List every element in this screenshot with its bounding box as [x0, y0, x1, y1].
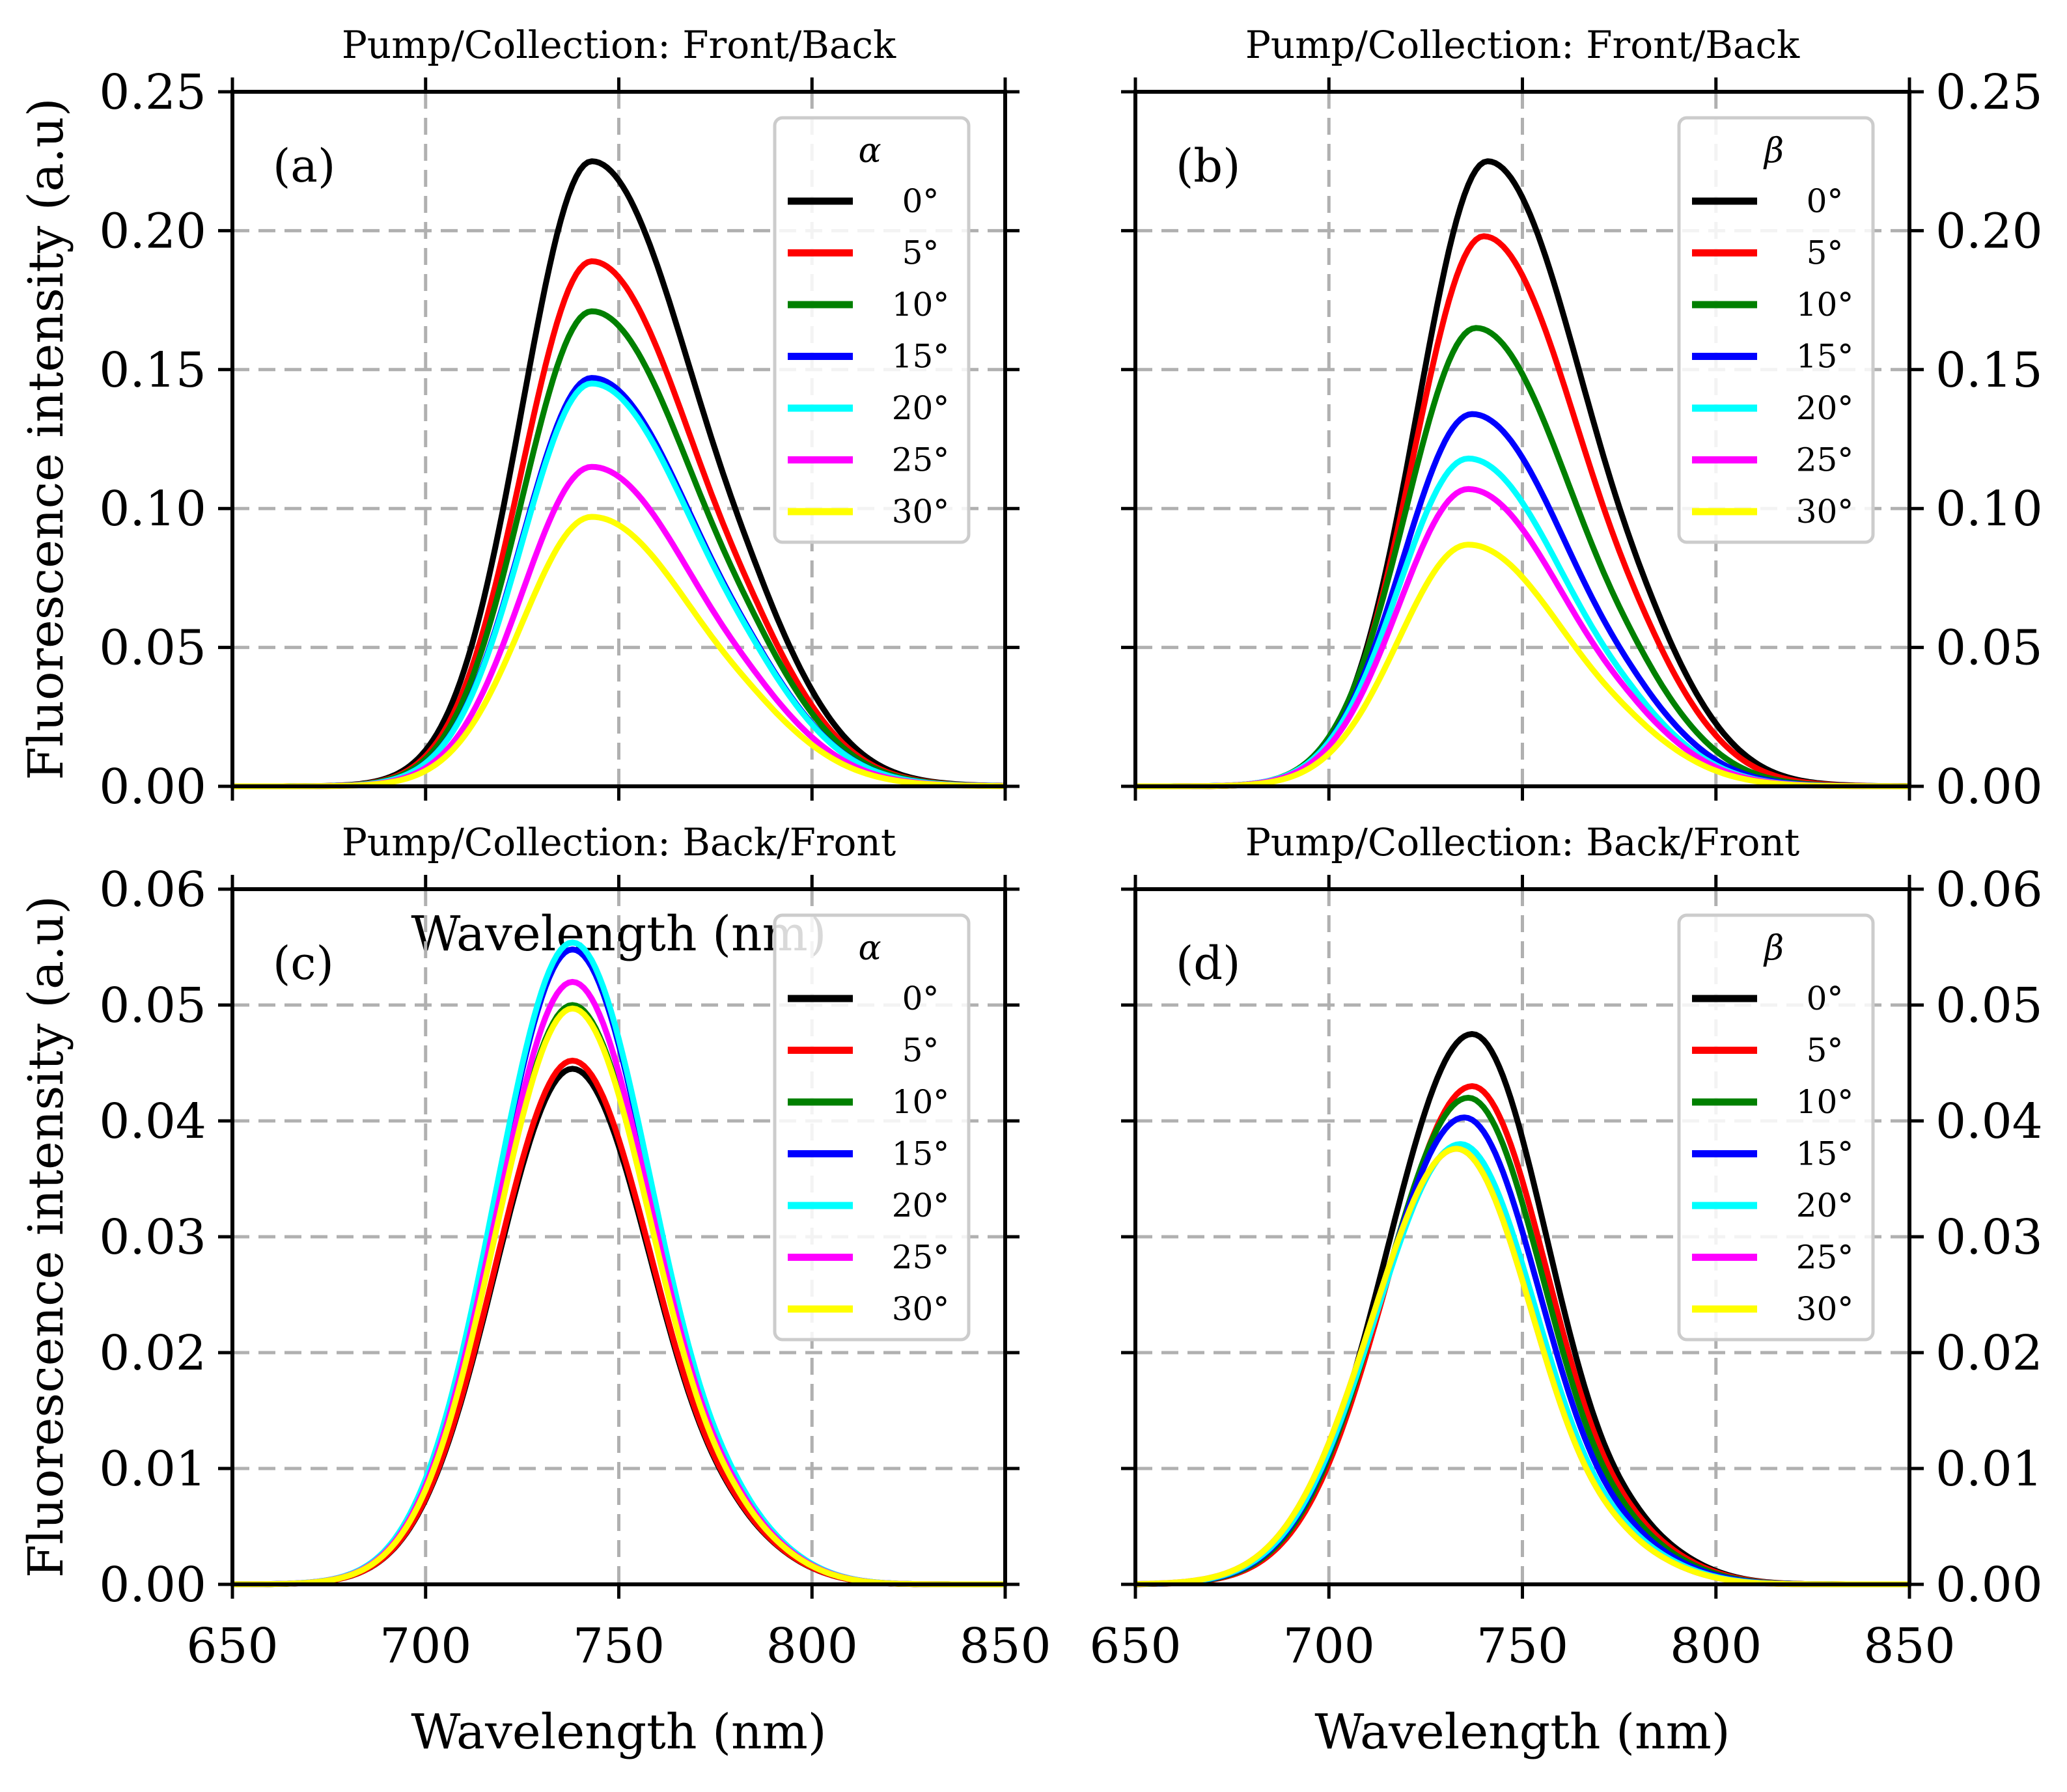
panel-c: 650 700 750 800 850 0.00 0.01 0.02 0.03 0.04 0.05 0… — [18, 820, 1051, 1760]
x-axis-label: Wavelength (nm) — [411, 1704, 826, 1760]
panel-a: 0.00 0.05 0.10 0.15 0.20 0.25 Pump/Collection:… — [18, 23, 1020, 962]
chart-title: Pump/Collection: Back/Front — [342, 820, 896, 864]
x-tick-label: 700 — [380, 1618, 471, 1674]
x-tick-label: 800 — [1670, 1618, 1762, 1674]
y-tick-label: 0.05 — [99, 620, 206, 676]
y-tick-label: 0.05 — [99, 978, 206, 1034]
legend-entry: 25° — [892, 441, 950, 479]
y-tick-label: 0.03 — [1935, 1209, 2043, 1265]
chart-title: Pump/Collection: Front/Back — [342, 23, 896, 67]
y-tick-label: 0.00 — [99, 759, 206, 815]
legend-entry: 10° — [892, 1083, 950, 1121]
y-tick-label: 0.15 — [1935, 342, 2043, 398]
x-tick-label: 650 — [186, 1618, 278, 1674]
x-tick-label: 750 — [1477, 1618, 1568, 1674]
y-tick-label: 0.00 — [99, 1557, 206, 1613]
legend-entry: 15° — [1796, 338, 1854, 376]
y-tick-label: 0.10 — [99, 481, 206, 537]
legend-box — [1677, 116, 1875, 544]
legend-box — [773, 913, 971, 1342]
legend-entry: 30° — [892, 1290, 950, 1328]
legend-entry: 25° — [1796, 441, 1854, 479]
legend-entry: 15° — [892, 338, 950, 376]
legend-title: β — [1763, 929, 1784, 968]
legend-entry: 20° — [892, 1187, 950, 1224]
x-tick-label: 750 — [573, 1618, 665, 1674]
legend-title: α — [858, 131, 881, 171]
y-tick-label: 0.15 — [99, 342, 206, 398]
legend-entry: 0° — [1807, 182, 1844, 220]
y-tick-label: 0.01 — [1935, 1441, 2043, 1497]
y-tick-label: 0.25 — [1935, 64, 2043, 120]
x-tick-label: 650 — [1089, 1618, 1181, 1674]
legend: β 0° 5° 10° 15° 20° 25° 30° — [1677, 913, 1875, 1342]
chart-title: Pump/Collection: Front/Back — [1245, 23, 1800, 67]
ticks: 0.00 0.05 0.10 0.15 0.20 0.25 — [99, 64, 1020, 815]
legend: α 0° 5° 10° 15° 20° 25° 30° — [773, 913, 971, 1342]
y-tick-label: 0.02 — [1935, 1325, 2043, 1381]
panel-b: 0.00 0.05 0.10 0.15 0.20 0.25 Pump/Collection:… — [1121, 23, 2043, 815]
y-tick-label: 0.05 — [1935, 978, 2043, 1034]
y-tick-label: 0.01 — [99, 1441, 206, 1497]
legend-entry: 25° — [1796, 1239, 1854, 1276]
legend-entry: 25° — [892, 1239, 950, 1276]
legend-entry: 0° — [902, 980, 939, 1017]
x-tick-label: 800 — [766, 1618, 858, 1674]
ticks: 0.00 0.05 0.10 0.15 0.20 0.25 — [1121, 64, 2043, 815]
x-tick-label: 850 — [959, 1618, 1051, 1674]
legend-entry: 30° — [1796, 493, 1854, 531]
series-line-30deg — [1135, 542, 1909, 790]
chart-title: Pump/Collection: Back/Front — [1245, 820, 1799, 864]
legend: α 0° 5° 10° 15° 20° 25° 30° — [773, 116, 971, 544]
legend-entry: 30° — [892, 493, 950, 531]
legend-entry: 0° — [902, 182, 939, 220]
legend-entry: 10° — [1796, 286, 1854, 324]
legend-entry: 20° — [1796, 389, 1854, 427]
legend-entry: 5° — [1807, 1032, 1844, 1069]
y-tick-label: 0.06 — [99, 862, 206, 918]
legend-entry: 10° — [1796, 1083, 1854, 1121]
y-tick-label: 0.20 — [99, 203, 206, 259]
y-tick-label: 0.00 — [1935, 759, 2043, 815]
legend-entry: 15° — [1796, 1135, 1854, 1173]
legend-title: β — [1763, 131, 1784, 171]
y-tick-label: 0.06 — [1935, 862, 2043, 918]
y-tick-label: 0.10 — [1935, 481, 2043, 537]
y-tick-label: 0.04 — [1935, 1094, 2043, 1150]
ticks: 650 700 750 800 850 0.00 0.01 0.02 0.03 0.04 0.05 0… — [99, 862, 1051, 1674]
y-tick-label: 0.20 — [1935, 203, 2043, 259]
legend-entry: 20° — [1796, 1187, 1854, 1224]
y-tick-label: 0.25 — [99, 64, 206, 120]
legend-entry: 5° — [902, 234, 939, 272]
y-axis-label: Fluorescence intensity (a.u) — [18, 896, 74, 1578]
legend-entry: 15° — [892, 1135, 950, 1173]
legend-entry: 5° — [902, 1032, 939, 1069]
y-tick-label: 0.04 — [99, 1094, 206, 1150]
legend-title: α — [858, 929, 881, 968]
y-axis-label: Fluorescence intensity (a.u) — [18, 98, 74, 780]
legend: β 0° 5° 10° 15° 20° 25° 30° — [1677, 116, 1875, 544]
legend-entry: 0° — [1807, 980, 1844, 1017]
panel-label: (a) — [273, 139, 335, 193]
y-tick-label: 0.05 — [1935, 620, 2043, 676]
panel-label: (c) — [273, 937, 334, 990]
legend-box — [1677, 913, 1875, 1342]
x-axis-label: Wavelength (nm) — [1314, 1704, 1730, 1760]
y-tick-label: 0.00 — [1935, 1557, 2043, 1613]
panel-label: (b) — [1176, 139, 1240, 193]
legend-box — [773, 116, 971, 544]
x-tick-label: 700 — [1283, 1618, 1375, 1674]
legend-entry: 5° — [1807, 234, 1844, 272]
legend-entry: 30° — [1796, 1290, 1854, 1328]
legend-entry: 20° — [892, 389, 950, 427]
y-tick-label: 0.02 — [99, 1325, 206, 1381]
legend-entry: 10° — [892, 286, 950, 324]
series-lines — [1135, 158, 1910, 790]
panel-label: (d) — [1176, 937, 1240, 990]
y-tick-label: 0.03 — [99, 1209, 206, 1265]
x-tick-label: 850 — [1863, 1618, 1955, 1674]
